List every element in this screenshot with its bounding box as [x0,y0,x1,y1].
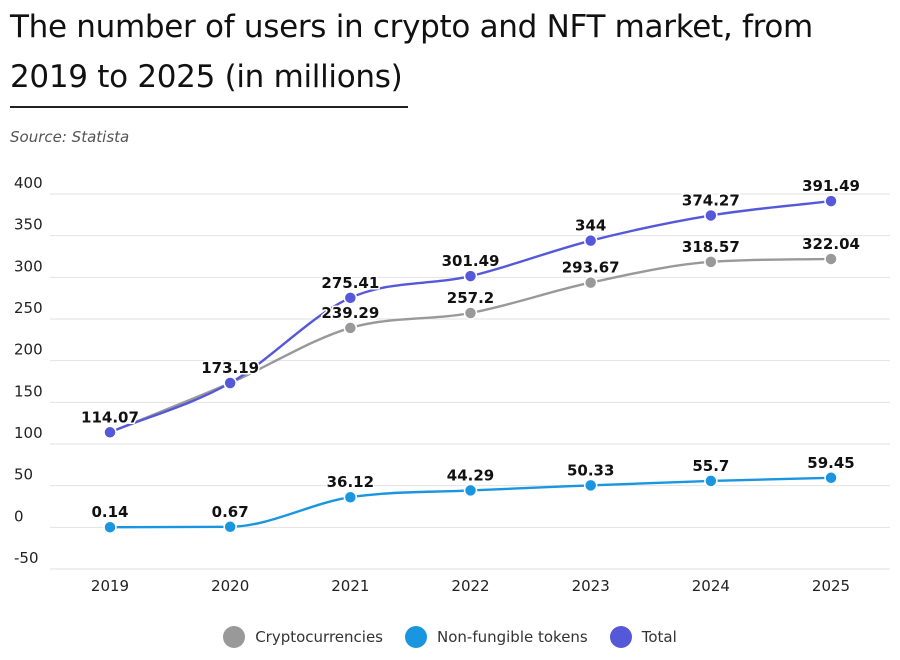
y-tick-label: 100 [14,424,43,442]
data-point [583,478,598,493]
y-tick-label: 300 [14,257,43,275]
data-label: 114.07 [81,408,139,426]
data-label: 374.27 [682,191,740,209]
series-points [103,194,838,534]
data-label: 55.7 [692,457,729,475]
data-point [223,520,237,534]
data-point [343,490,358,504]
data-label: 391.49 [802,177,860,195]
x-tick-label: 2019 [91,577,129,595]
grid-lines [50,193,890,570]
x-tick-label: 2020 [211,577,249,595]
source-note: Source: Statista [10,128,130,146]
data-label: 0.67 [212,503,249,521]
data-point [343,321,358,335]
y-tick-label: 350 [14,216,43,234]
y-tick-label: 150 [14,382,43,400]
chart-title: The number of users in crypto and NFT ma… [10,9,813,95]
data-point [583,233,598,248]
data-label: 173.19 [201,359,259,377]
series-line [109,257,832,434]
legend-item: Non-fungible tokens [405,626,588,648]
data-point [704,255,718,269]
legend-swatch [223,626,246,648]
x-tick-label: 2021 [331,577,369,595]
line-chart: 400 350 300 250 200 150 100 50 0 -50 2019 2020 2021… [14,174,890,595]
data-point [463,269,478,283]
data-point [463,483,478,498]
title-divider [10,106,408,108]
data-point [103,520,117,534]
data-label: 59.45 [807,454,854,472]
data-label: 322.04 [802,235,860,253]
data-point [704,208,718,223]
legend-label: Total [641,628,677,646]
data-label: 50.33 [567,461,614,479]
data-point [343,291,358,305]
data-point [103,425,117,440]
y-tick-label: 0 [14,507,24,525]
data-label: 293.67 [562,259,620,277]
legend-swatch [405,626,427,648]
data-label: 36.12 [327,473,374,491]
legend-label: Non-fungible tokens [437,628,588,646]
data-point [223,376,237,390]
y-axis-ticks: 400 350 300 250 200 150 100 50 0 -50 [14,174,43,567]
data-labels: 239.29 257.2 293.67 318.57 322.04 0.14 0.67 36.… [80,176,862,523]
legend-item: Cryptocurrencies [223,626,383,648]
data-label: 344 [575,217,606,235]
x-tick-label: 2024 [692,577,730,595]
data-label: 44.29 [447,466,494,484]
x-axis-ticks: 2019 2020 2021 2022 2023 2024 2025 [91,577,850,595]
data-label: 318.57 [682,238,740,256]
data-label: 301.49 [442,252,500,270]
x-tick-label: 2023 [572,577,610,595]
data-point [704,474,718,488]
data-label: 0.14 [91,503,128,521]
legend: Cryptocurrencies Non-fungible tokens Total [0,626,900,648]
y-tick-label: 50 [14,466,33,484]
data-point [824,252,838,266]
x-tick-label: 2022 [451,577,489,595]
x-tick-label: 2025 [812,577,850,595]
y-tick-label: 200 [14,341,43,359]
y-tick-label: 400 [14,174,43,192]
data-point [824,471,838,485]
legend-swatch [609,626,632,648]
legend-label: Cryptocurrencies [255,628,383,646]
data-label: 257.2 [447,289,494,307]
legend-item: Total [609,626,677,648]
data-point [824,194,838,208]
data-point [583,275,598,290]
data-label: 239.29 [321,304,379,322]
data-label: 275.41 [321,274,379,292]
y-tick-label: 250 [14,299,43,317]
y-tick-label: -50 [14,549,39,567]
data-point [463,306,478,320]
